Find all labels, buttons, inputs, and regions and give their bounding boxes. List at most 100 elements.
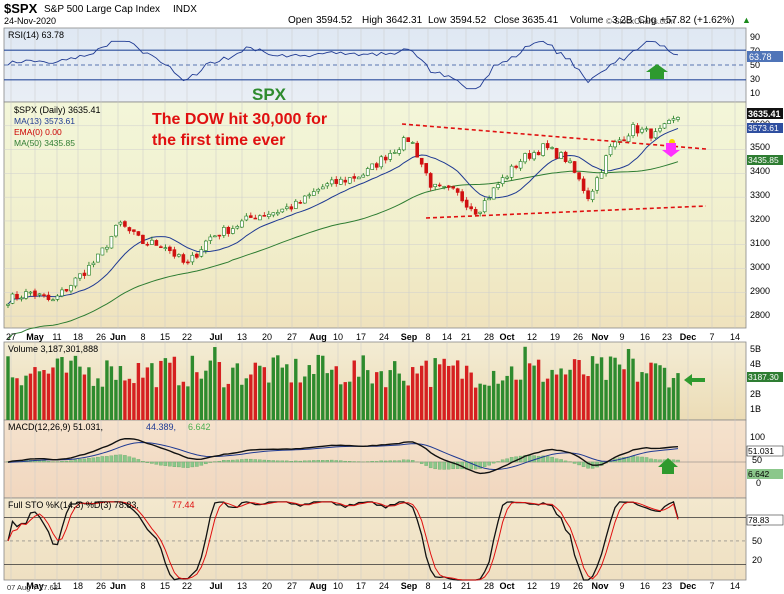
volume-bar	[478, 383, 482, 420]
candle-body	[114, 224, 118, 237]
candle-body	[132, 229, 136, 232]
x-tick-label: 27	[287, 332, 297, 342]
volume-bar	[635, 381, 640, 420]
candle-body	[491, 187, 496, 200]
x-tick-label: May	[26, 332, 44, 342]
candle-body	[442, 186, 446, 188]
volume-bar	[208, 360, 213, 420]
volume-bar	[464, 365, 469, 420]
macd-hist-bar	[258, 459, 262, 463]
macd-hist-bar	[545, 456, 550, 463]
candle-body	[374, 163, 379, 168]
volume-bar	[491, 370, 496, 420]
macd-hist-bar	[177, 461, 181, 468]
volume-bar	[393, 361, 397, 420]
candle-body	[599, 172, 604, 179]
volume-bar	[554, 374, 559, 420]
x-tick-label: Jun	[110, 332, 126, 342]
macd-hist-bar	[325, 460, 330, 463]
candle-body	[123, 221, 127, 227]
volume-bar	[150, 363, 154, 420]
volume-bar	[626, 348, 631, 420]
candle-body	[383, 156, 388, 161]
macd-hist-bar	[289, 461, 294, 463]
volume-bar	[442, 358, 446, 420]
x-tick-label-bottom: 26	[573, 581, 583, 591]
x-tick-label: Nov	[591, 332, 608, 342]
upper-trendline	[401, 123, 707, 150]
macd-hist-bar	[316, 460, 321, 463]
candle-body	[649, 128, 653, 139]
macd-hist-bar	[676, 459, 680, 463]
volume-bar	[514, 379, 518, 420]
candle-body	[518, 161, 523, 169]
macd-hist-bar	[451, 461, 455, 470]
candle-body	[370, 163, 375, 170]
macd-hist-bar	[500, 459, 505, 463]
macd-hist-bar	[505, 458, 509, 463]
macd-hist-bar	[419, 461, 424, 464]
magenta-down-arrow-icon	[662, 143, 680, 157]
macd-hist-bar	[78, 458, 82, 463]
x-tick-label-bottom: 23	[662, 581, 672, 591]
macd-hist-bar	[96, 456, 100, 463]
watermark-text: © StockCharts.com	[606, 17, 675, 26]
candle-body	[406, 137, 411, 142]
volume-bar	[159, 360, 163, 420]
open-value: 3594.52	[316, 15, 353, 26]
macd-legend: MACD(12,26,9) 51.031, 44.389, 6.642	[8, 422, 211, 432]
macd-hist-bar	[154, 461, 159, 465]
candle-body	[487, 198, 491, 201]
candle-body	[379, 156, 384, 168]
candle-body	[240, 220, 244, 228]
macd-hist-bar	[141, 461, 145, 463]
volume-bar	[6, 356, 10, 420]
macd-hist-bar	[374, 461, 379, 463]
macd-signal-label: 44.389,	[146, 422, 176, 432]
x-tick-label: 22	[182, 332, 192, 342]
ma50-tag-value: 3435.85	[748, 155, 779, 165]
x-tick-label-bottom: May	[26, 581, 44, 591]
rsi-current-value: 63.78	[749, 52, 772, 62]
candle-body	[87, 265, 91, 276]
volume-bar	[649, 362, 653, 420]
volume-bar	[361, 355, 365, 420]
volume-bar	[388, 370, 392, 420]
volume-bar	[527, 363, 532, 420]
volume-bar	[402, 380, 406, 420]
volume-bar	[595, 363, 599, 420]
volume-bar	[294, 358, 298, 420]
macd-hist-bar	[532, 455, 536, 463]
volume-bar	[154, 387, 159, 420]
volume-bar	[586, 376, 590, 420]
candle-body	[527, 153, 532, 159]
candle-body	[451, 186, 455, 189]
macd-hist-bar	[586, 461, 590, 469]
index-name: S&P 500 Large Cap Index	[44, 4, 160, 15]
volume-bar	[64, 372, 69, 420]
vol-tick-4b: 4B	[750, 359, 761, 369]
candle-body	[356, 176, 361, 180]
volume-bar	[644, 373, 649, 420]
macd-hist-bar	[388, 460, 392, 463]
volume-bar	[500, 380, 505, 420]
candle-body	[190, 254, 195, 263]
macd-hist-bar	[482, 461, 487, 467]
volume-bar	[177, 385, 181, 420]
candle-body	[604, 155, 608, 174]
x-tick-label: Dec	[680, 332, 697, 342]
candle-body	[455, 188, 460, 193]
volume-bar	[186, 386, 190, 420]
x-tick-label-bottom: 12	[527, 581, 537, 591]
candle-body	[559, 152, 563, 159]
x-tick-label-bottom: 19	[550, 581, 560, 591]
candle-body	[401, 137, 406, 151]
candle-body	[91, 262, 96, 265]
ma50-line	[7, 161, 679, 341]
ma13-tag-value: 3573.61	[748, 123, 779, 133]
candle-body	[33, 290, 37, 297]
macd-hist-bar	[109, 455, 114, 463]
candle-body	[640, 128, 644, 133]
candle-body	[6, 303, 10, 306]
macd-hist-tag-value: 6.642	[748, 469, 770, 479]
